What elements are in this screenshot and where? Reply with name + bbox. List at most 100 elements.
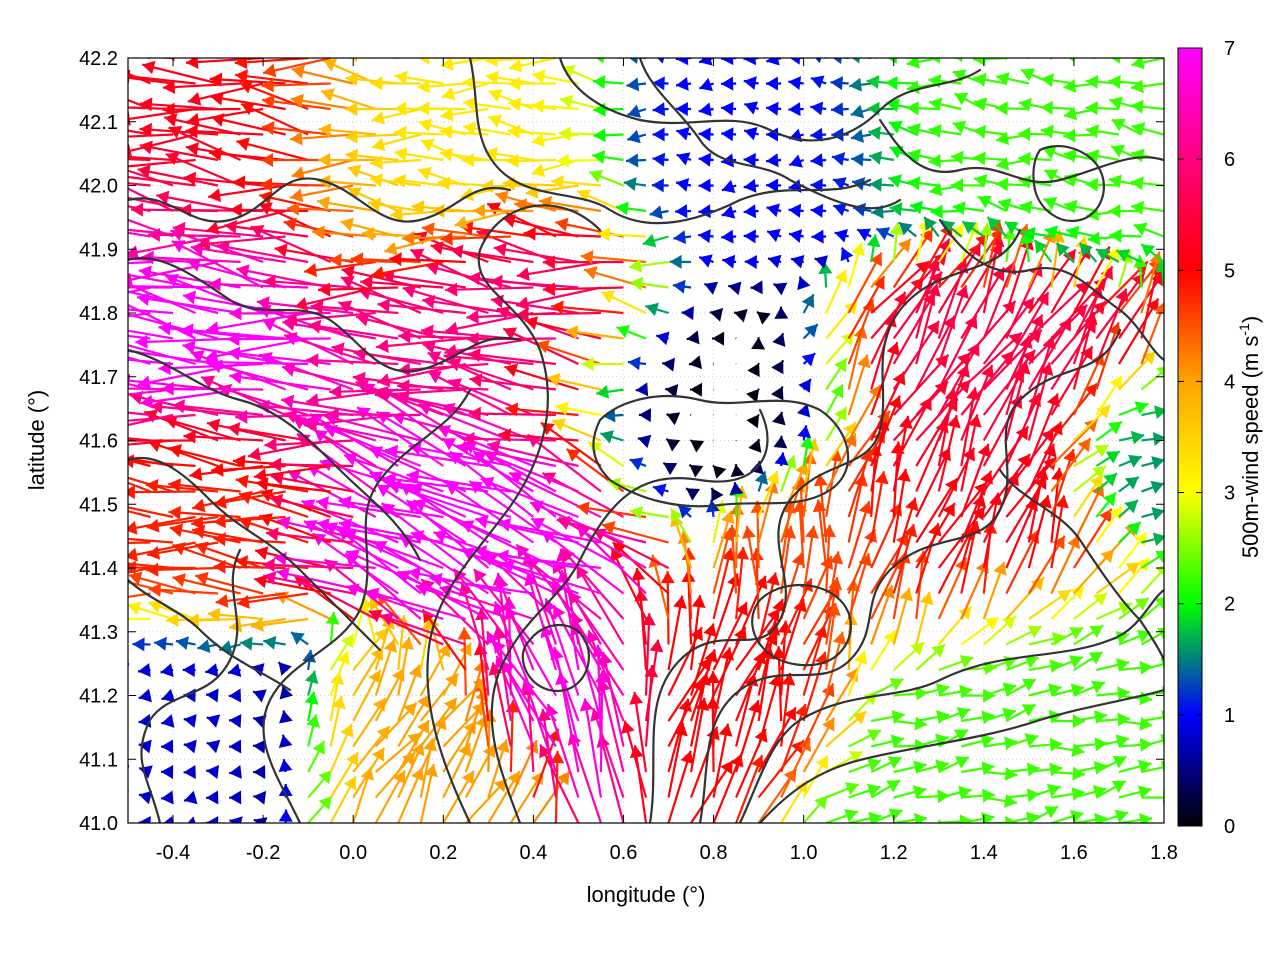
wind-vector [621,720,648,798]
wind-vector [995,101,1029,116]
wind-vector [259,190,331,213]
wind-vector [757,598,786,671]
wind-vector [1118,629,1151,646]
wind-vector [870,585,895,645]
x-tick-label: 1.4 [970,842,998,864]
colorbar-ticks: 0 1 2 3 4 5 6 7 [1178,38,1235,838]
wind-vector [810,127,827,142]
wind-vector [810,203,827,218]
wind-vector [665,384,679,398]
wind-vector [229,370,331,391]
wind-vector [552,604,602,697]
wind-vector [560,548,625,620]
wind-vector [649,205,669,220]
colorbar-tick-label: 5 [1224,260,1235,282]
wind-vector [531,133,579,148]
wind-vector [1005,703,1037,722]
wind-vector [1118,499,1139,518]
wind-vector [128,285,219,289]
wind-vector [832,202,850,217]
wind-vector [350,58,399,63]
wind-vector [800,435,814,467]
wind-vector [306,714,320,747]
wind-vector [440,107,489,122]
wind-vector [1050,585,1085,620]
wind-vector [442,742,472,798]
wind-vector [698,127,714,142]
wind-vector [147,227,241,242]
terrain-contour-line [998,468,1164,662]
wind-vector [329,695,346,747]
wind-vector [345,129,399,144]
wind-vector [815,58,827,64]
wind-vector [128,158,151,162]
wind-vector [757,572,780,645]
wind-vector [1141,456,1164,470]
wind-vector [655,331,670,346]
wind-vector [1095,248,1120,263]
wind-vector [419,643,451,697]
wind-vector [765,153,782,168]
wind-vector [856,228,872,242]
wind-vector [162,102,241,117]
wind-vector [263,571,354,595]
wind-vector [467,348,557,366]
wind-vector [269,493,354,519]
wind-vector [205,663,219,678]
wind-vector [766,178,782,193]
wind-vector [270,471,354,493]
wind-vector [665,438,681,452]
wind-vector [263,274,354,289]
wind-vector [492,639,557,722]
wind-vector [869,177,894,192]
wind-vector [128,822,129,823]
wind-vector [790,254,805,269]
wind-vector [394,70,444,85]
wind-vector [487,739,510,798]
wind-vector [371,107,422,125]
wind-vector [961,812,995,823]
wind-vector [394,147,444,162]
wind-vector [565,325,624,340]
wind-vector [592,75,624,90]
x-tick-label: 0.6 [610,842,638,864]
wind-vector [928,124,962,139]
wind-vector [756,310,771,325]
wind-vector [128,209,129,211]
wind-vector [505,402,579,417]
wind-vector [507,76,556,91]
wind-vector [983,329,1043,391]
wind-vector [887,58,917,64]
wind-vector [128,509,151,519]
wind-vector [631,567,648,645]
wind-vector [832,58,849,65]
y-axis-ticks: 41.0 41.1 41.2 41.3 41.4 41.5 41.6 41.7 41.8 41.9… [79,48,1164,835]
wind-vector [1050,655,1084,672]
wind-vector [1118,557,1150,595]
wind-vector [788,154,805,168]
wind-vector [766,228,782,243]
wind-vector [240,636,264,651]
wind-vector [1096,712,1130,727]
wind-vector [849,77,872,92]
wind-vector [722,254,737,269]
wind-vector [721,205,737,219]
wind-vector [183,790,198,805]
colorbar-tick-label: 6 [1224,149,1235,171]
wind-vector [1051,766,1085,781]
wind-vector [789,58,804,65]
wind-vector [206,688,219,703]
x-tick-label: -0.2 [246,842,280,864]
y-tick-label: 41.5 [79,494,118,516]
x-axis-ticks: -0.4 -0.2 0.0 0.2 0.4 0.6 0.8 1.0 1.2 1.4 1.6 1.8 [156,58,1178,864]
wind-vector [730,464,745,478]
wind-vector [588,169,624,187]
wind-vector [338,495,444,519]
x-axis-label: longitude (°) [587,882,706,907]
wind-vector [1096,734,1130,749]
wind-vector [1118,454,1143,468]
wind-vector [128,283,196,315]
colorbar-tick-label: 3 [1224,483,1235,505]
wind-vector [675,76,692,91]
wind-vector [1005,361,1031,441]
